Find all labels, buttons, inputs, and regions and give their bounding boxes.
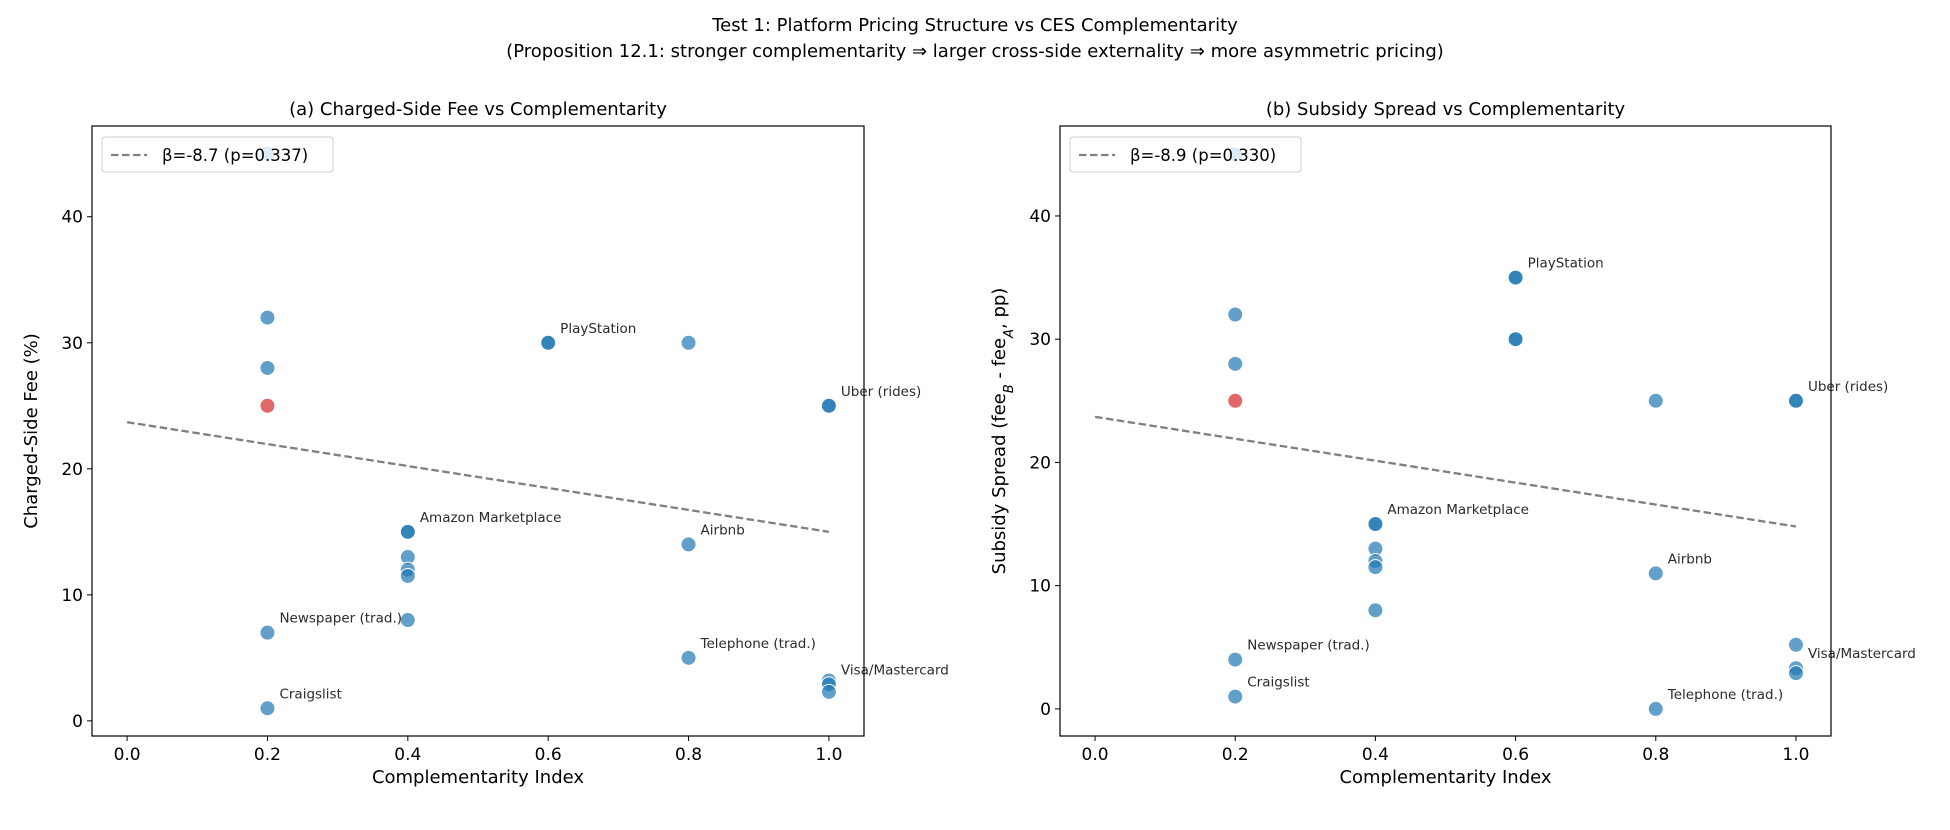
point-label: PlayStation	[1528, 256, 1604, 272]
legend-label: β=-8.7 (p=0.337)	[162, 146, 308, 165]
y-tick-label: 20	[61, 460, 83, 480]
x-tick-label: 0.4	[1362, 745, 1389, 765]
data-point	[1647, 700, 1664, 717]
y-tick-label: 20	[1029, 453, 1051, 473]
point-label: Airbnb	[701, 522, 745, 538]
x-tick-label: 1.0	[815, 745, 842, 765]
panel-title: (a) Charged-Side Fee vs Complementarity	[289, 99, 667, 120]
point-label: Visa/Mastercard	[841, 662, 949, 678]
subscript: A	[1002, 329, 1017, 339]
data-point	[259, 309, 276, 326]
data-point	[1507, 331, 1524, 348]
y-tick-label: 0	[72, 712, 83, 732]
data-point-highlight	[1227, 392, 1244, 409]
panel-a: (a) Charged-Side Fee vs Complementarity N…	[21, 99, 949, 788]
point-label: PlayStation	[560, 321, 636, 337]
y-tick-label: 0	[1040, 700, 1051, 720]
panel-b: (b) Subsidy Spread vs Complementarity New…	[989, 99, 1916, 788]
data-point	[399, 612, 416, 629]
regression-line	[1094, 415, 1797, 528]
legend-box	[101, 136, 334, 173]
data-point	[1507, 269, 1524, 286]
point-label: Telephone (trad.)	[1667, 687, 1783, 703]
regression-line	[126, 421, 830, 533]
point-label: Newspaper (trad.)	[279, 611, 402, 627]
point-label: Uber (rides)	[1808, 379, 1888, 395]
legend-box	[1069, 136, 1302, 173]
data-point	[680, 649, 697, 666]
data-point	[680, 536, 697, 553]
y-axis-label: Charged-Side Fee (%)	[21, 333, 42, 529]
label-part: Subsidy Spread (fee	[989, 393, 1010, 574]
point-label: Uber (rides)	[841, 384, 921, 400]
data-point	[820, 397, 837, 414]
data-point	[1647, 392, 1664, 409]
x-tick-label: 0.8	[675, 745, 702, 765]
data-point	[820, 683, 837, 700]
x-tick-label: 0.2	[254, 745, 281, 765]
y-tick-label: 30	[61, 334, 83, 354]
panel-title: (b) Subsidy Spread vs Complementarity	[1266, 99, 1626, 120]
axes-frame	[1059, 125, 1832, 737]
y-tick-label: 30	[1029, 330, 1051, 350]
label-part: , pp)	[989, 288, 1010, 329]
y-tick-label: 10	[61, 586, 83, 606]
data-point	[1367, 516, 1384, 533]
axes-frame	[91, 125, 865, 737]
x-tick-label: 0.6	[535, 745, 562, 765]
y-tick-label: 40	[61, 208, 83, 228]
data-point	[1787, 665, 1804, 682]
data-point	[399, 567, 416, 584]
data-point	[1227, 688, 1244, 705]
point-label: Craigslist	[1247, 675, 1309, 691]
point-label: Newspaper (trad.)	[1247, 638, 1370, 654]
data-point	[1227, 651, 1244, 668]
data-point	[680, 334, 697, 351]
point-label: Craigslist	[279, 686, 341, 702]
data-point	[1367, 559, 1384, 576]
point-label: Amazon Marketplace	[1387, 502, 1529, 518]
data-point	[1227, 306, 1244, 323]
point-label: Visa/Mastercard	[1808, 646, 1916, 662]
x-tick-label: 0.8	[1642, 745, 1669, 765]
x-tick-label: 1.0	[1782, 745, 1809, 765]
point-label: Telephone (trad.)	[700, 636, 816, 652]
x-tick-label: 0.0	[1082, 745, 1109, 765]
point-label: Amazon Marketplace	[420, 510, 562, 526]
data-point	[1787, 636, 1804, 653]
y-axis-label: Subsidy Spread (feeB - feeA, pp)	[989, 288, 1017, 575]
legend-label: β=-8.9 (p=0.330)	[1130, 146, 1276, 165]
figure-subtitle: (Proposition 12.1: stronger complementar…	[506, 41, 1444, 62]
data-point	[540, 334, 557, 351]
data-point	[259, 700, 276, 717]
subscript: B	[1002, 384, 1017, 393]
x-tick-label: 0.0	[114, 745, 141, 765]
x-axis-label: Complementarity Index	[372, 767, 584, 788]
y-tick-label: 10	[1029, 577, 1051, 597]
y-tick-label: 40	[1029, 207, 1051, 227]
data-point	[259, 359, 276, 376]
data-point	[399, 523, 416, 540]
x-tick-label: 0.6	[1502, 745, 1529, 765]
data-point-highlight	[259, 397, 276, 414]
figure-title: Test 1: Platform Pricing Structure vs CE…	[711, 15, 1238, 36]
data-point	[1367, 602, 1384, 619]
data-point	[1227, 355, 1244, 372]
x-tick-label: 0.4	[394, 745, 421, 765]
data-point	[1647, 565, 1664, 582]
data-point	[1787, 392, 1804, 409]
data-point	[259, 624, 276, 641]
point-label: Airbnb	[1668, 551, 1712, 567]
label-part: - fee	[989, 338, 1010, 384]
x-axis-label: Complementarity Index	[1339, 767, 1551, 788]
x-tick-label: 0.2	[1222, 745, 1249, 765]
